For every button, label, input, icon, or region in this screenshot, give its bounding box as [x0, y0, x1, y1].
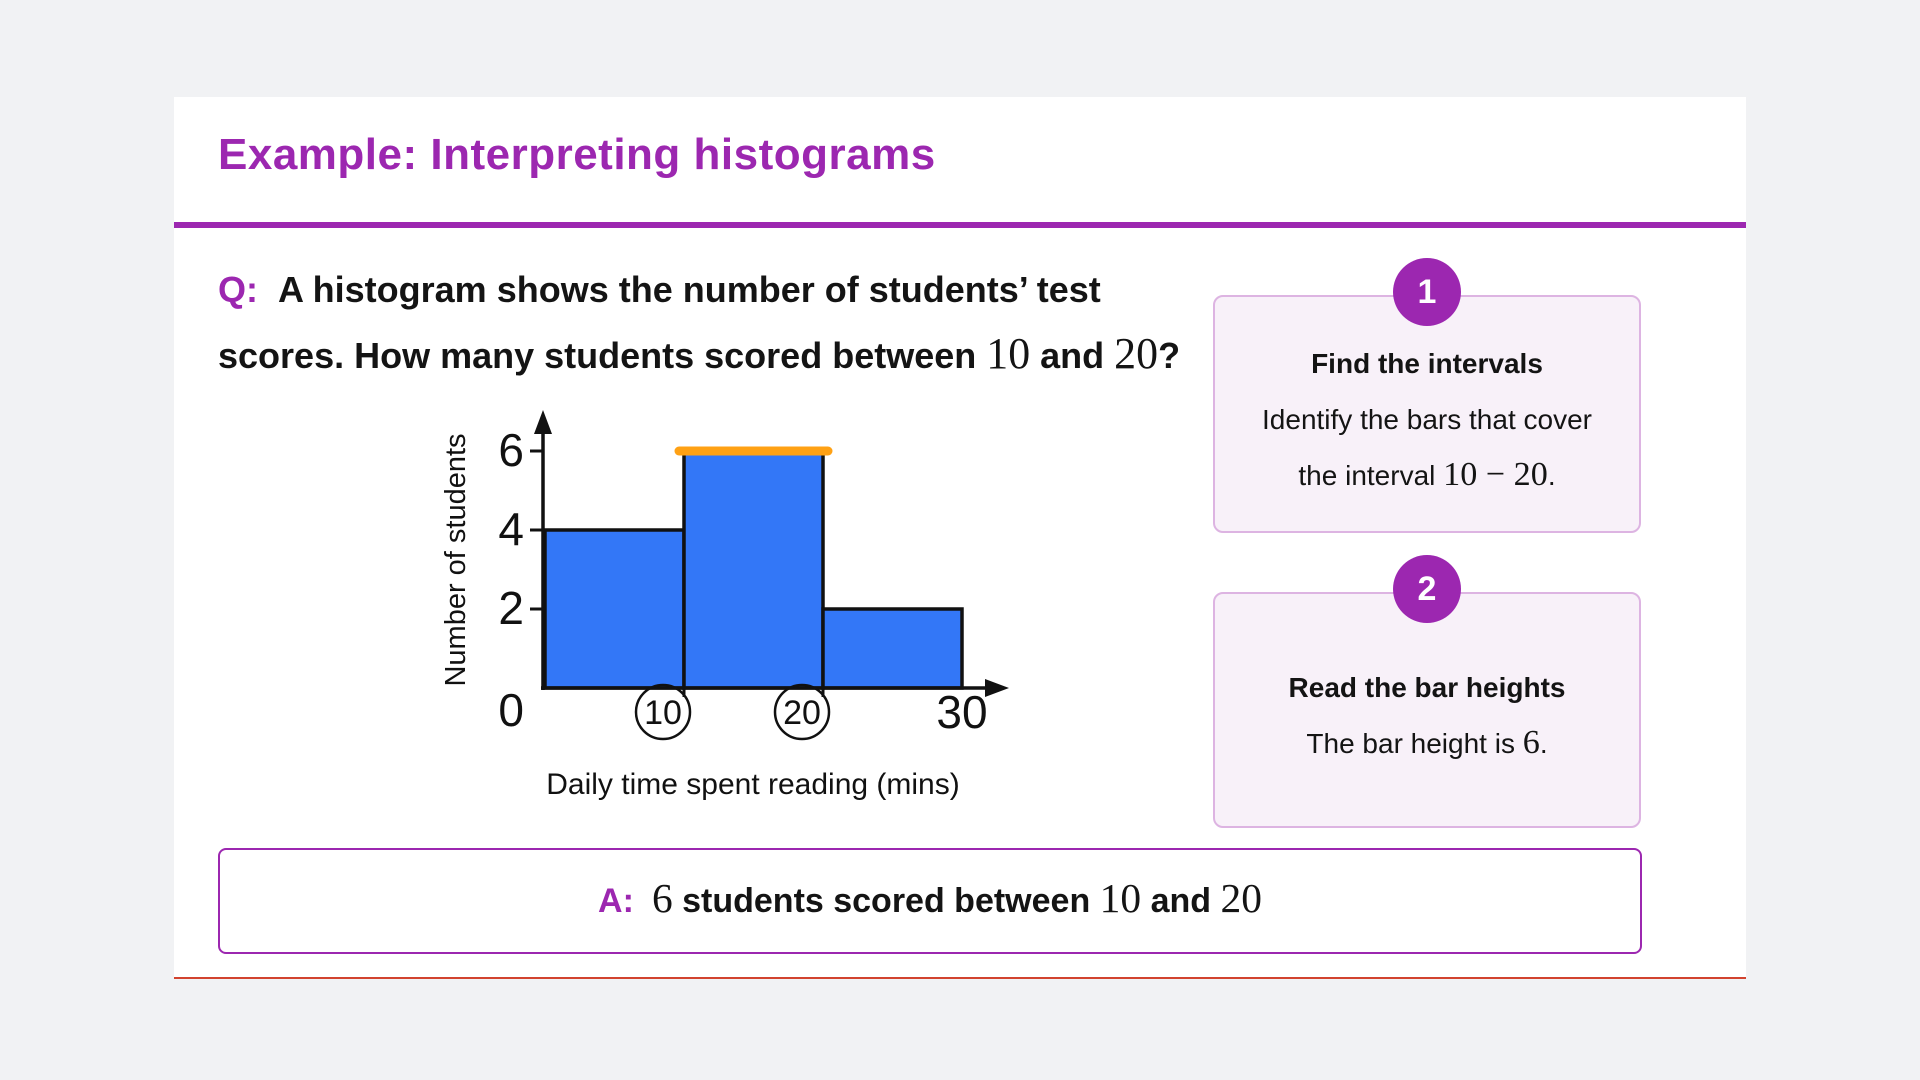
step-2-line-1: The bar height is 6. [1306, 724, 1548, 761]
step-1-badge: 1 [1393, 258, 1461, 326]
x-axis-arrow [985, 679, 1009, 697]
circled-tick [773, 683, 831, 741]
answer-box: A: 6 students scored between 10 and 20 [218, 848, 1642, 954]
answer-label: A: [598, 881, 634, 920]
question-block: Q: A histogram shows the number of studen… [218, 257, 1228, 389]
step-1-body: Find the intervals Identify the bars tha… [1215, 297, 1639, 531]
question-line-1: Q: A histogram shows the number of studen… [218, 257, 1228, 323]
y-axis-arrow [534, 410, 552, 434]
step-card-1: 1 Find the intervals Identify the bars t… [1213, 258, 1641, 533]
question-label: Q: [218, 269, 258, 310]
x-tick-label: 30 [936, 686, 987, 738]
histogram-bar [682, 449, 825, 690]
step-card-2: 2 Read the bar heights The bar height is… [1213, 555, 1641, 828]
step-1-number: 1 [1417, 272, 1437, 311]
page-title: Example: Interpreting histograms [218, 130, 936, 179]
step-1-line-1: Identify the bars that cover [1262, 404, 1592, 435]
histogram-chart: 2 4 6 0 10 20 30 Number of students Daily time s… [440, 410, 1009, 801]
x-tick-label: 20 [783, 694, 821, 732]
y-tick-label: 6 [498, 424, 524, 476]
x-axis-title: Daily time spent reading (mins) [546, 768, 959, 801]
step-2-badge: 2 [1393, 555, 1461, 623]
y-tick-label: 4 [498, 503, 524, 555]
circled-tick [634, 683, 692, 741]
histogram-bar [543, 528, 686, 690]
question-line-1-text: A histogram shows the number of students… [278, 269, 1101, 310]
question-line-2: scores. How many students scored between… [218, 329, 1181, 378]
example-card: Example: Interpreting histograms Q: A his… [174, 97, 1746, 979]
step-2-number: 2 [1417, 569, 1437, 608]
step-2-title: Read the bar heights [1288, 672, 1566, 703]
histogram-bar [821, 607, 964, 690]
step-1-line-2: the interval 10 − 20. [1298, 456, 1556, 493]
x-tick-label: 10 [644, 694, 682, 732]
answer-text: 6 students scored between 10 and 20 [651, 874, 1262, 921]
step-2-body: Read the bar heights The bar height is 6… [1215, 594, 1639, 826]
origin-label: 0 [498, 684, 524, 736]
step-1-title: Find the intervals [1311, 348, 1543, 379]
y-tick-label: 2 [498, 582, 524, 634]
title-divider [174, 222, 1746, 228]
y-axis-title: Number of students [440, 433, 472, 686]
